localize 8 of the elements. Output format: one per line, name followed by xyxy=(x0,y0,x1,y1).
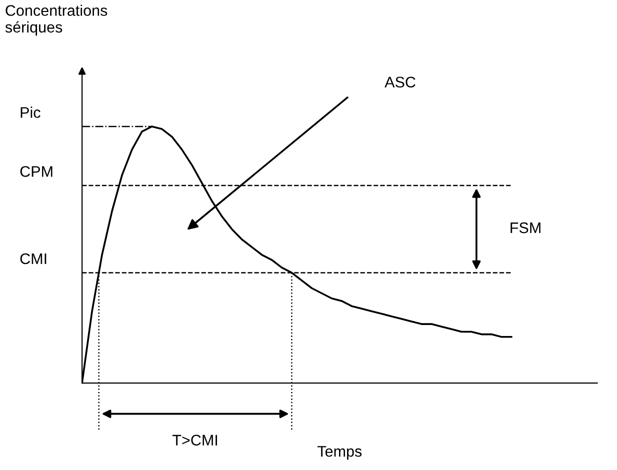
text: ASC xyxy=(384,76,416,88)
ref-line-label: Pic xyxy=(20,106,40,118)
text: Concentrations sériques xyxy=(5,4,108,36)
ref-line-label: CPM xyxy=(20,166,52,177)
ref-line-label: CMI xyxy=(20,253,46,264)
annotation: FSM xyxy=(510,222,540,234)
x-axis-title: Temps xyxy=(318,446,362,460)
text: T>CMI xyxy=(172,434,218,446)
